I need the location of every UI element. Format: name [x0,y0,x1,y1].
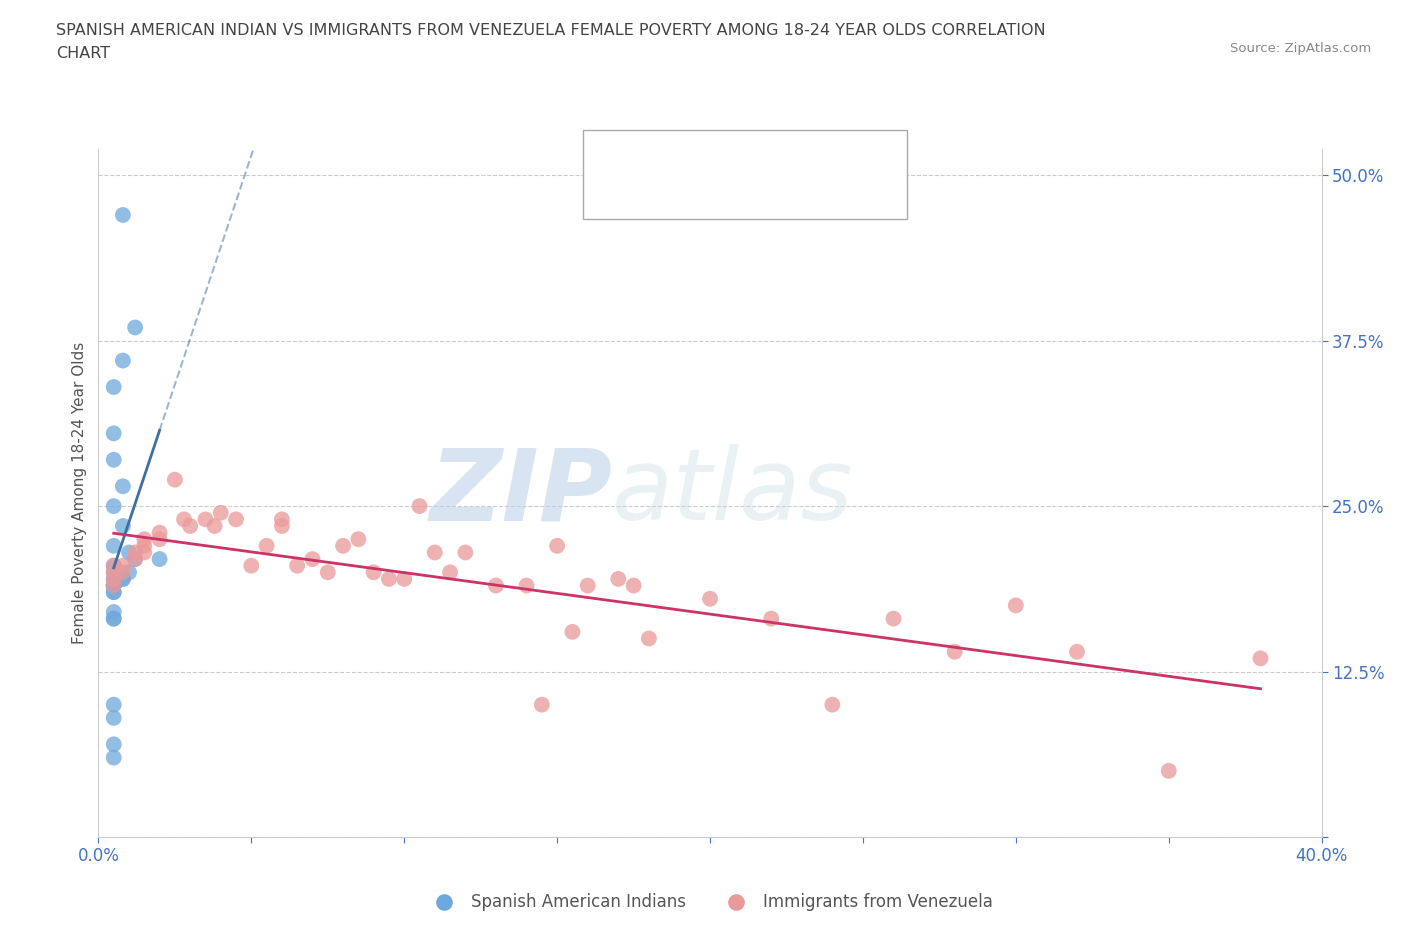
Legend: Spanish American Indians, Immigrants from Venezuela: Spanish American Indians, Immigrants fro… [420,887,1000,918]
Text: Source: ZipAtlas.com: Source: ZipAtlas.com [1230,42,1371,55]
Point [194,512,217,526]
Point [111,519,134,534]
Point [1157,764,1180,778]
Point [270,512,292,526]
Point [439,565,461,579]
Point [103,737,125,751]
Point [111,558,134,573]
Point [111,207,134,222]
Point [301,551,323,566]
Point [285,558,308,573]
Point [623,578,645,593]
Point [124,320,146,335]
Point [699,591,721,606]
Point [423,545,446,560]
Point [103,498,125,513]
Point [1004,598,1026,613]
Point [204,519,226,534]
Point [943,644,966,659]
Point [759,611,782,626]
Point [256,538,278,553]
Point [103,538,125,553]
Text: ZIP: ZIP [429,445,612,541]
Point [103,578,125,593]
Point [1249,651,1271,666]
Point [225,512,247,526]
Point [103,578,125,593]
Point [103,611,125,626]
Point [103,558,125,573]
Point [124,551,146,566]
Point [103,571,125,587]
Point [103,585,125,600]
Point [124,545,146,560]
Point [392,571,416,587]
Point [316,565,339,579]
Point [561,624,583,639]
Point [103,426,125,441]
Point [408,498,430,513]
Y-axis label: Female Poverty Among 18-24 Year Olds: Female Poverty Among 18-24 Year Olds [72,342,87,644]
Point [149,551,172,566]
Point [179,519,201,534]
Point [607,571,630,587]
Point [103,565,125,579]
Point [118,545,141,560]
Point [209,505,232,520]
Point [111,479,134,494]
Point [637,631,661,646]
Point [332,538,354,553]
Point [111,571,134,587]
Point [240,558,263,573]
Point [103,558,125,573]
Point [103,578,125,593]
Point [546,538,568,553]
Point [111,353,134,368]
Point [347,532,370,547]
Point [103,452,125,467]
Point [149,525,172,540]
Point [363,565,385,579]
Point [134,532,156,547]
Text: SPANISH AMERICAN INDIAN VS IMMIGRANTS FROM VENEZUELA FEMALE POVERTY AMONG 18-24 : SPANISH AMERICAN INDIAN VS IMMIGRANTS FR… [56,23,1046,38]
Point [173,512,195,526]
Text: R =  0.292   N =  31: R = 0.292 N = 31 [638,147,821,165]
Point [103,751,125,765]
Text: atlas: atlas [612,445,853,541]
Point [103,611,125,626]
Point [118,565,141,579]
Point [103,604,125,619]
Point [103,585,125,600]
Point [111,565,134,579]
Point [163,472,186,487]
Point [454,545,477,560]
Point [530,698,553,712]
Point [134,538,156,553]
Point [270,519,292,534]
Point [149,532,172,547]
Text: R = -0.286   N =  54: R = -0.286 N = 54 [638,182,821,200]
Point [1066,644,1088,659]
Point [485,578,508,593]
Point [821,698,844,712]
Point [134,545,156,560]
Point [124,551,146,566]
Point [103,565,125,579]
Point [103,698,125,712]
Point [103,578,125,593]
Point [883,611,905,626]
Text: CHART: CHART [56,46,110,61]
Point [576,578,599,593]
Point [111,571,134,587]
Point [103,711,125,725]
Point [103,571,125,587]
Point [103,379,125,394]
Point [516,578,538,593]
Point [378,571,401,587]
